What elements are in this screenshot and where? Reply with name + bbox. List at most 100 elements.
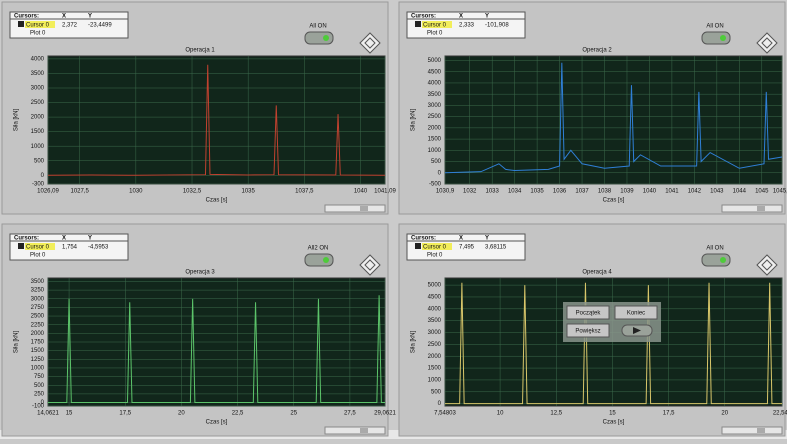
palette-icon[interactable] xyxy=(359,32,381,54)
y-tick-label: 3500 xyxy=(31,71,45,77)
x-tick-label: 1032,5 xyxy=(183,189,202,195)
y-tick-label: 2000 xyxy=(428,125,442,131)
y-tick-label: 4000 xyxy=(428,81,442,87)
x-tick-label: 17,5 xyxy=(663,411,675,417)
cursor-swatch xyxy=(415,21,421,27)
overlay-button[interactable] xyxy=(566,305,610,320)
x-tick-label: 1044 xyxy=(733,189,747,195)
signal-line xyxy=(444,62,783,174)
cursor-swatch xyxy=(415,243,421,249)
y-tick-label: 2250 xyxy=(31,322,45,328)
x-tick-label: 1043 xyxy=(710,189,724,195)
x-tick-label: 1032 xyxy=(463,189,477,195)
y-tick-label: 3500 xyxy=(31,279,45,285)
x-tick-label: 1045,9 xyxy=(773,189,787,195)
y-tick-label: 4000 xyxy=(428,306,442,312)
all-on-label: All ON xyxy=(309,24,326,30)
cursor-name[interactable]: Cursor 0 xyxy=(26,23,50,29)
chart-title: Operacja 3 xyxy=(185,270,215,276)
all-on-led xyxy=(720,257,726,263)
y-tick-label: 2500 xyxy=(31,314,45,320)
y-tick-label: 4500 xyxy=(428,69,442,75)
x-tick-label: 1041,09 xyxy=(374,189,396,195)
x-tick-label: 1039 xyxy=(620,189,634,195)
cursor-plot: Plot 0 xyxy=(427,253,443,259)
x-tick-label: 1041 xyxy=(665,189,679,195)
overlay-button-label: Koniec xyxy=(627,311,645,317)
y-tick-label: 500 xyxy=(34,383,45,389)
cursor-header: Y xyxy=(88,14,92,20)
y-tick-label: 4000 xyxy=(31,56,45,62)
y-tick-label: 750 xyxy=(34,374,45,380)
all-on-label: All2 ON xyxy=(308,246,329,252)
cursor-x: 2,372 xyxy=(62,23,78,29)
cursor-y: -23,4499 xyxy=(88,23,112,29)
palette-icon[interactable] xyxy=(756,32,778,54)
palette-icon[interactable] xyxy=(756,254,778,276)
cursor-name-bg xyxy=(25,243,55,250)
y-tick-label: 3500 xyxy=(428,318,442,324)
cursor-header: X xyxy=(459,236,463,242)
scroll-thumb[interactable] xyxy=(360,206,368,211)
signal-line xyxy=(48,295,385,404)
y-tick-label: 2000 xyxy=(31,331,45,337)
cursor-header: X xyxy=(459,14,463,20)
x-tick-label: 29,0621 xyxy=(374,411,396,417)
x-tick-label: 7,54803 xyxy=(434,411,456,417)
panel: Cursors: X Y Cursor 0 7,495 3,68115 Plot 0 All … xyxy=(398,223,787,437)
overlay-button-label: Początek xyxy=(576,311,602,317)
x-tick-label: 1037,5 xyxy=(295,189,314,195)
y-tick-label: 0 xyxy=(438,170,442,176)
y-tick-label: 3000 xyxy=(31,86,45,92)
overlay-button[interactable] xyxy=(566,323,610,338)
x-tick-label: 15 xyxy=(609,411,616,417)
y-tick-label: -100 xyxy=(32,404,45,410)
y-tick-label: 1750 xyxy=(31,340,45,346)
scroll-thumb[interactable] xyxy=(360,428,368,433)
chart-title: Operacja 4 xyxy=(582,270,612,276)
y-tick-label: 2500 xyxy=(428,114,442,120)
panel: Cursors: X Y Cursor 0 2,333 -101,908 Plot 0 All… xyxy=(398,1,787,215)
x-tick-label: 22,5 xyxy=(232,411,244,417)
cursor-name[interactable]: Cursor 0 xyxy=(26,245,50,251)
x-tick-label: 1040 xyxy=(354,189,368,195)
cursor-x: 1,754 xyxy=(62,245,78,251)
plot-area xyxy=(47,55,386,185)
y-tick-label: 500 xyxy=(431,389,442,395)
overlay-button[interactable] xyxy=(614,305,658,320)
x-tick-label: 10 xyxy=(497,411,504,417)
scrollbar[interactable] xyxy=(324,426,386,435)
y-tick-label: 1000 xyxy=(428,148,442,154)
chart-title: Operacja 2 xyxy=(582,48,612,54)
cursor-header: X xyxy=(62,236,66,242)
scrollbar[interactable] xyxy=(721,204,783,213)
cursor-name[interactable]: Cursor 0 xyxy=(423,23,447,29)
cursor-x: 2,333 xyxy=(459,23,475,29)
cursor-name[interactable]: Cursor 0 xyxy=(423,245,447,251)
cursor-header: Y xyxy=(485,14,489,20)
x-tick-label: 12,5 xyxy=(550,411,562,417)
cursor-swatch xyxy=(18,21,24,27)
scrollbar[interactable] xyxy=(721,426,783,435)
cursor-header: Y xyxy=(485,236,489,242)
cursor-x: 7,495 xyxy=(459,245,475,251)
palette-icon[interactable] xyxy=(359,254,381,276)
panel: Cursors: X Y Cursor 0 2,372 -23,4499 Plot 0 All… xyxy=(1,1,397,215)
cursor-y: -101,908 xyxy=(485,23,509,29)
y-tick-label: -300 xyxy=(32,182,45,188)
scrollbar[interactable] xyxy=(324,204,386,213)
y-tick-label: -500 xyxy=(429,182,442,188)
x-tick-label: 20 xyxy=(178,411,185,417)
cursor-swatch xyxy=(18,243,24,249)
y-tick-label: 3500 xyxy=(428,92,442,98)
scroll-thumb[interactable] xyxy=(757,428,765,433)
all-on-led xyxy=(323,257,329,263)
y-tick-label: 1000 xyxy=(31,366,45,372)
all-on-label: All ON xyxy=(706,246,723,252)
cursor-header: X xyxy=(62,14,66,20)
x-tick-label: 22,548 xyxy=(773,411,787,417)
cursor-header: Cursors: xyxy=(411,14,436,20)
cursor-plot: Plot 0 xyxy=(427,31,443,37)
x-tick-label: 1035 xyxy=(530,189,544,195)
scroll-thumb[interactable] xyxy=(757,206,765,211)
